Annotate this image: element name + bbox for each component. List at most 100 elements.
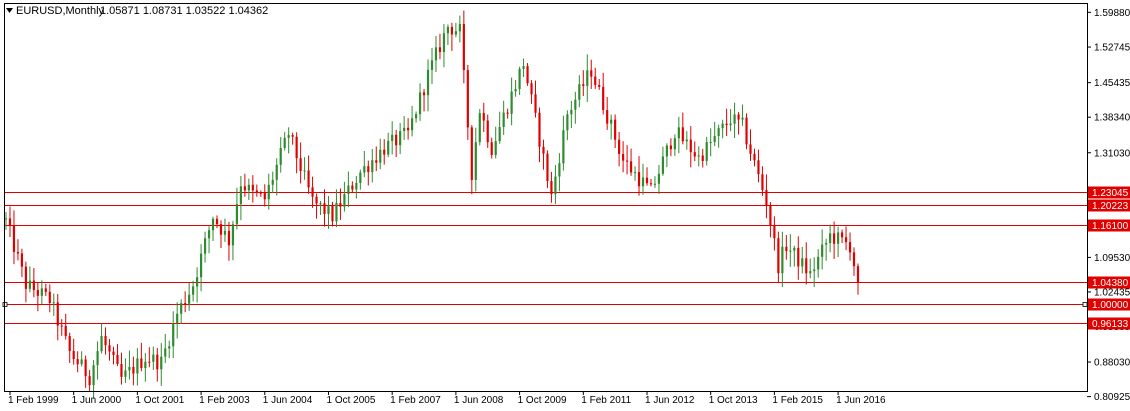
candle-bull (223, 230, 227, 235)
y-tick-label: 1.52745 (1094, 43, 1130, 54)
candle-bear (351, 185, 354, 190)
candle-bull (319, 203, 322, 205)
candle-bull (677, 127, 680, 139)
x-tick-label: 1 Jun 2000 (72, 395, 122, 406)
y-tick-label: 1.31030 (1094, 148, 1130, 159)
candle-bear (215, 218, 219, 225)
candle-bull (510, 91, 513, 114)
candle-bull (40, 288, 43, 296)
level-label-bg (1088, 298, 1130, 311)
candle-bear (64, 325, 67, 337)
candle-bear (307, 170, 310, 188)
candle-bear (315, 196, 318, 204)
candle-bear (649, 183, 653, 185)
candle-bear (56, 302, 59, 326)
candle-bear (701, 155, 704, 161)
x-tick-label: 1 Oct 2001 (135, 395, 184, 406)
candle-bear (765, 190, 768, 206)
candle-bear (450, 26, 454, 35)
candle-bear (856, 266, 860, 283)
candle-bull (287, 135, 290, 138)
y-tick-label: 1.38340 (1094, 113, 1130, 124)
candle-bull (813, 269, 816, 272)
candle-bear (104, 335, 107, 346)
candle-bear (339, 202, 342, 207)
candle-bear (112, 351, 115, 355)
candle-bull (454, 31, 457, 35)
candle-bull (498, 127, 501, 142)
candle-bull (733, 114, 736, 124)
y-tick-label: 1.02435 (1094, 287, 1130, 298)
candle-bear (844, 237, 848, 243)
candle-bear (20, 253, 24, 267)
candle-bear (263, 192, 266, 200)
candle-bull (335, 202, 338, 222)
candle-bull (387, 140, 390, 155)
candle-bull (502, 112, 505, 128)
candle-bear (602, 86, 605, 111)
candle-bear (606, 110, 609, 124)
candle-bear (44, 288, 47, 292)
candle-bear (689, 139, 692, 153)
candle-bear (88, 376, 91, 386)
level-anchor-right[interactable] (1082, 302, 1088, 307)
x-tick-label: 1 Feb 2011 (581, 395, 631, 406)
candle-bear (542, 146, 545, 154)
candle-bear (538, 112, 541, 147)
candle-bull (199, 253, 203, 278)
candle-bear (637, 172, 641, 187)
candle-bear (291, 135, 294, 137)
ohlc-values: 1.05871 1.08731 1.03522 1.04362 (100, 5, 268, 17)
level-label: 1.04380 (1092, 278, 1129, 289)
candle-bull (554, 176, 557, 195)
candle-bear (76, 359, 79, 365)
candle-bear (72, 350, 75, 360)
chart-header: EURUSD,Monthly 1.05871 1.08731 1.03522 1… (6, 5, 268, 17)
candle-bear (251, 184, 254, 191)
candle-bull (458, 23, 461, 32)
candle-bull (793, 247, 796, 251)
candle-bull (96, 351, 99, 366)
candle-bear (184, 303, 187, 305)
candle-bull (355, 182, 358, 190)
candle-bull (172, 323, 175, 347)
candle-bear (725, 123, 728, 126)
x-tick-label: 1 Jun 2012 (645, 395, 695, 406)
candle-bear (8, 218, 12, 226)
candle-bull (279, 147, 282, 165)
candle-bull (144, 361, 147, 369)
y-tick-label: 0.88030 (1094, 358, 1130, 369)
candle-bull (128, 366, 131, 371)
candle-bull (446, 26, 450, 34)
candle-bear (681, 127, 684, 142)
candle-bear (594, 76, 597, 85)
y-tick-label: 1.59880 (1094, 8, 1130, 19)
candle-bear (530, 83, 533, 95)
candle-bull (697, 155, 700, 157)
candle-bull (570, 109, 573, 115)
candle-bear (116, 354, 119, 365)
x-tick-label: 1 Jun 2016 (836, 395, 886, 406)
candle-bear (840, 232, 844, 238)
candle-bull (817, 256, 820, 270)
x-tick-label: 1 Feb 2007 (390, 395, 441, 406)
candle-bull (574, 99, 577, 110)
level-labels: 1.23045 1.20223 1.16100 1.04380 1.00000 0.961… (1088, 186, 1130, 330)
x-tick-label: 1 Feb 2015 (772, 395, 823, 406)
candle-bull (653, 183, 657, 185)
dropdown-triangle-icon[interactable] (6, 8, 13, 13)
candle-bear (761, 174, 764, 191)
candle-bull (303, 170, 306, 172)
candle-bull (410, 118, 414, 131)
candle-bear (737, 114, 740, 120)
candle-bear (625, 160, 629, 162)
y-tick-label: 1.09530 (1094, 253, 1130, 264)
candle-bull (371, 160, 374, 173)
level-label-bg (1088, 199, 1130, 212)
x-axis-ticks: 1 Feb 1999 1 Jun 2000 1 Oct 2001 1 Feb 2003… (8, 391, 886, 406)
candle-bull (566, 114, 569, 131)
candle-bull (442, 33, 446, 53)
x-tick-label: 1 Feb 1999 (8, 395, 59, 406)
candle-bull (92, 365, 95, 386)
